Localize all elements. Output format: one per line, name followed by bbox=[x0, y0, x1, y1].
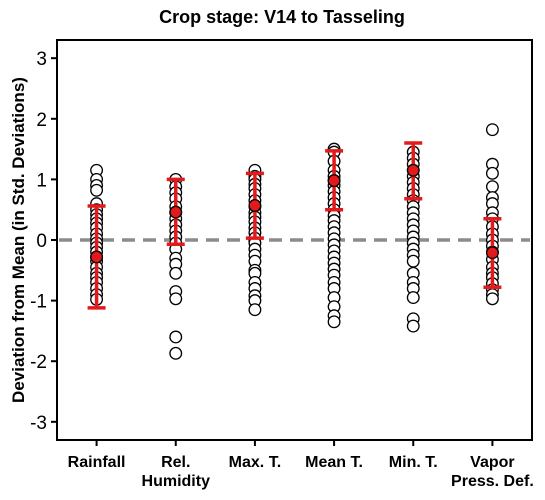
mean-marker bbox=[485, 246, 499, 260]
mean-marker bbox=[169, 205, 183, 219]
data-point bbox=[485, 180, 499, 194]
x-tick-label: Min. T. bbox=[389, 454, 438, 471]
chart-title: Crop stage: V14 to Tasseling bbox=[159, 7, 405, 27]
y-axis-label: Deviation from Mean (in Std. Deviations) bbox=[9, 77, 28, 403]
y-tick-label: -3 bbox=[30, 413, 47, 434]
mean-marker bbox=[248, 199, 262, 212]
data-point bbox=[248, 303, 262, 317]
x-tick-label: Max. T. bbox=[229, 454, 281, 471]
data-point bbox=[406, 254, 420, 268]
data-point bbox=[327, 315, 341, 329]
x-tick-label: Humidity bbox=[142, 473, 211, 490]
y-tick-label: -1 bbox=[30, 292, 47, 313]
x-tick-label: Rel. bbox=[161, 454, 190, 471]
data-point bbox=[485, 166, 499, 180]
data-point bbox=[169, 266, 183, 280]
plot-area: -3 -2 -1 0 1 2 3 Rainfall Rel. Humidity Max. T. Mea… bbox=[30, 39, 534, 490]
mean-marker bbox=[327, 174, 341, 188]
data-point bbox=[485, 123, 499, 137]
mean-marker bbox=[90, 250, 104, 264]
x-tick-label: Mean T. bbox=[305, 454, 363, 471]
data-point bbox=[169, 346, 183, 360]
data-point bbox=[90, 183, 104, 197]
mean-marker bbox=[406, 163, 420, 177]
data-point bbox=[485, 292, 499, 306]
y-tick-label: 1 bbox=[36, 170, 47, 191]
y-tick-label: -2 bbox=[30, 352, 47, 373]
data-point bbox=[406, 291, 420, 305]
data-point bbox=[169, 292, 183, 306]
x-tick-label: Press. Def. bbox=[451, 473, 534, 490]
y-tick-label: 2 bbox=[36, 110, 47, 131]
x-tick-label: Vapor bbox=[470, 454, 514, 471]
y-tick-label: 0 bbox=[36, 231, 47, 252]
x-tick-label: Rainfall bbox=[68, 454, 126, 471]
data-point bbox=[406, 319, 420, 333]
data-point bbox=[169, 330, 183, 344]
y-tick-label: 3 bbox=[36, 49, 47, 70]
